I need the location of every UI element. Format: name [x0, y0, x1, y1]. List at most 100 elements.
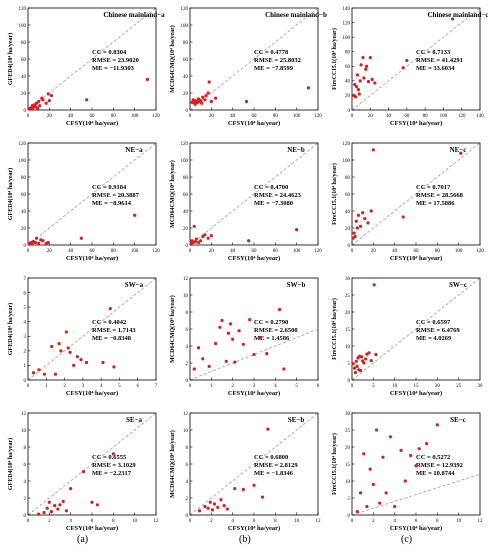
stat-label: RMSE = 28.5668	[416, 192, 464, 199]
data-point	[266, 427, 270, 431]
x-tick-label: 60	[90, 249, 96, 254]
y-tick-label: 20	[345, 227, 351, 232]
x-tick-label: 120	[314, 114, 322, 119]
data-point	[459, 151, 463, 155]
data-point	[192, 367, 196, 371]
data-point	[258, 335, 262, 340]
y-tick-label: 6	[24, 463, 27, 468]
x-tick-label: 0	[189, 114, 192, 119]
data-point	[357, 92, 361, 96]
x-tick-label: 4	[69, 519, 72, 524]
data-point	[228, 322, 233, 326]
data-point	[352, 366, 357, 370]
data-point	[84, 360, 89, 365]
y-axis-label: FireCCI5.1(10⁴ ha/year)	[331, 28, 338, 90]
x-tick-label: 1	[210, 384, 213, 389]
scatter-panel: 0 20 40 60 80 100 120 140 0 20 40 60 80 100 120 140 CFSY…	[331, 7, 488, 127]
x-tick-label: 120	[458, 114, 466, 119]
x-tick-label: 30	[478, 384, 484, 389]
y-tick-label: 0	[348, 379, 351, 384]
data-point	[212, 502, 217, 506]
data-point	[354, 95, 358, 99]
y-tick-label: 8	[24, 446, 27, 451]
data-point	[265, 352, 269, 356]
y-tick-label: 100	[181, 24, 189, 29]
panel-title: Chinese mainland−c	[428, 11, 488, 19]
x-tick-label: 2	[63, 384, 66, 389]
y-tick-label: 12	[183, 412, 189, 417]
data-point	[199, 99, 203, 103]
y-tick-label: 60	[183, 58, 189, 63]
data-point	[306, 86, 310, 90]
data-point	[68, 350, 72, 354]
one-to-one-line	[189, 328, 319, 381]
stat-label: CC = 0.7133	[416, 49, 451, 56]
scatter-panel: 0 20 40 60 80 100 120 0 20 40 60 80 100 120 CFSY(10⁴ h…	[331, 142, 484, 262]
y-tick-label: 20	[183, 227, 189, 232]
x-axis-label: CFSY(10⁴ ha/year)	[66, 390, 118, 397]
data-point	[85, 98, 89, 102]
data-point	[237, 329, 241, 333]
data-point	[372, 283, 376, 287]
data-point	[33, 240, 38, 245]
data-point	[374, 352, 378, 357]
x-tick-label: 120	[152, 114, 160, 119]
x-tick-label: 20	[47, 249, 53, 254]
y-axis-label: MCD64CMQ(10⁴ ha/year)	[169, 430, 176, 498]
stat-label: ME = −11.9303	[92, 65, 135, 72]
data-point	[353, 234, 357, 239]
data-point	[247, 239, 251, 243]
y-tick-label: 5	[24, 306, 27, 311]
y-tick-label: 80	[21, 41, 27, 46]
data-point	[47, 500, 51, 504]
x-tick-label: 12	[478, 519, 484, 524]
y-tick-label: 120	[181, 7, 189, 12]
y-tick-label: 100	[343, 36, 351, 41]
y-tick-label: 0	[186, 244, 189, 249]
y-tick-label: 120	[181, 142, 189, 147]
x-tick-label: 60	[252, 249, 258, 254]
y-tick-label: 2	[186, 497, 189, 502]
data-point	[365, 64, 369, 68]
data-point	[435, 423, 439, 427]
x-tick-label: 100	[440, 114, 448, 119]
data-point	[369, 209, 373, 213]
x-tick-label: 2	[210, 519, 213, 524]
one-to-one-line	[27, 277, 157, 381]
data-point	[358, 224, 363, 228]
data-point	[101, 360, 105, 365]
panel-title: Chinese mainland−a	[103, 11, 165, 19]
scatter-panel: 0 20 40 60 80 100 120 0 20 40 60 80 100 120 CFSY(10⁴ h…	[169, 142, 322, 262]
data-point	[207, 80, 211, 84]
data-point	[364, 67, 368, 71]
y-tick-label: 0	[186, 514, 189, 519]
data-point	[79, 236, 83, 240]
y-tick-label: 15	[345, 328, 351, 333]
stat-label: ME = −7.3080	[254, 200, 293, 207]
data-point	[351, 236, 355, 240]
scatter-panel: 0 5 10 15 20 25 30 0 5 10 15 20 25 30 CFSY(10⁴ ha/year…	[331, 277, 483, 397]
x-tick-label: 3	[82, 384, 85, 389]
y-tick-label: 100	[19, 159, 27, 164]
stat-label: RMSE = 24.4623	[254, 192, 302, 199]
data-point	[359, 63, 363, 67]
scatter-panel: 0 2 4 6 8 10 12 0 2 4 6 8 10 12 CFSY(10⁴ ha/year) GFED4…	[7, 412, 159, 532]
data-point	[38, 104, 42, 108]
y-tick-label: 20	[21, 227, 27, 232]
data-point	[204, 93, 208, 98]
stat-label: RMSE = 23.9020	[92, 57, 139, 64]
y-tick-label: 0	[186, 109, 189, 114]
column-label-a: (a)	[77, 534, 89, 545]
stat-label: ME = −7.8599	[254, 65, 294, 72]
y-tick-label: 2	[24, 350, 27, 355]
data-point	[354, 219, 358, 223]
data-point	[399, 448, 403, 452]
scatter-panel: 0 2 4 6 8 10 12 0 5 10 15 20 25 30 CFSY(10⁴ ha/year) Fi…	[331, 412, 483, 532]
x-tick-label: 0	[189, 249, 192, 254]
panel-title: NE−b	[287, 146, 305, 154]
data-point	[66, 346, 70, 350]
y-tick-label: 120	[19, 142, 27, 147]
data-point	[226, 331, 230, 335]
y-tick-label: 5	[348, 362, 351, 367]
